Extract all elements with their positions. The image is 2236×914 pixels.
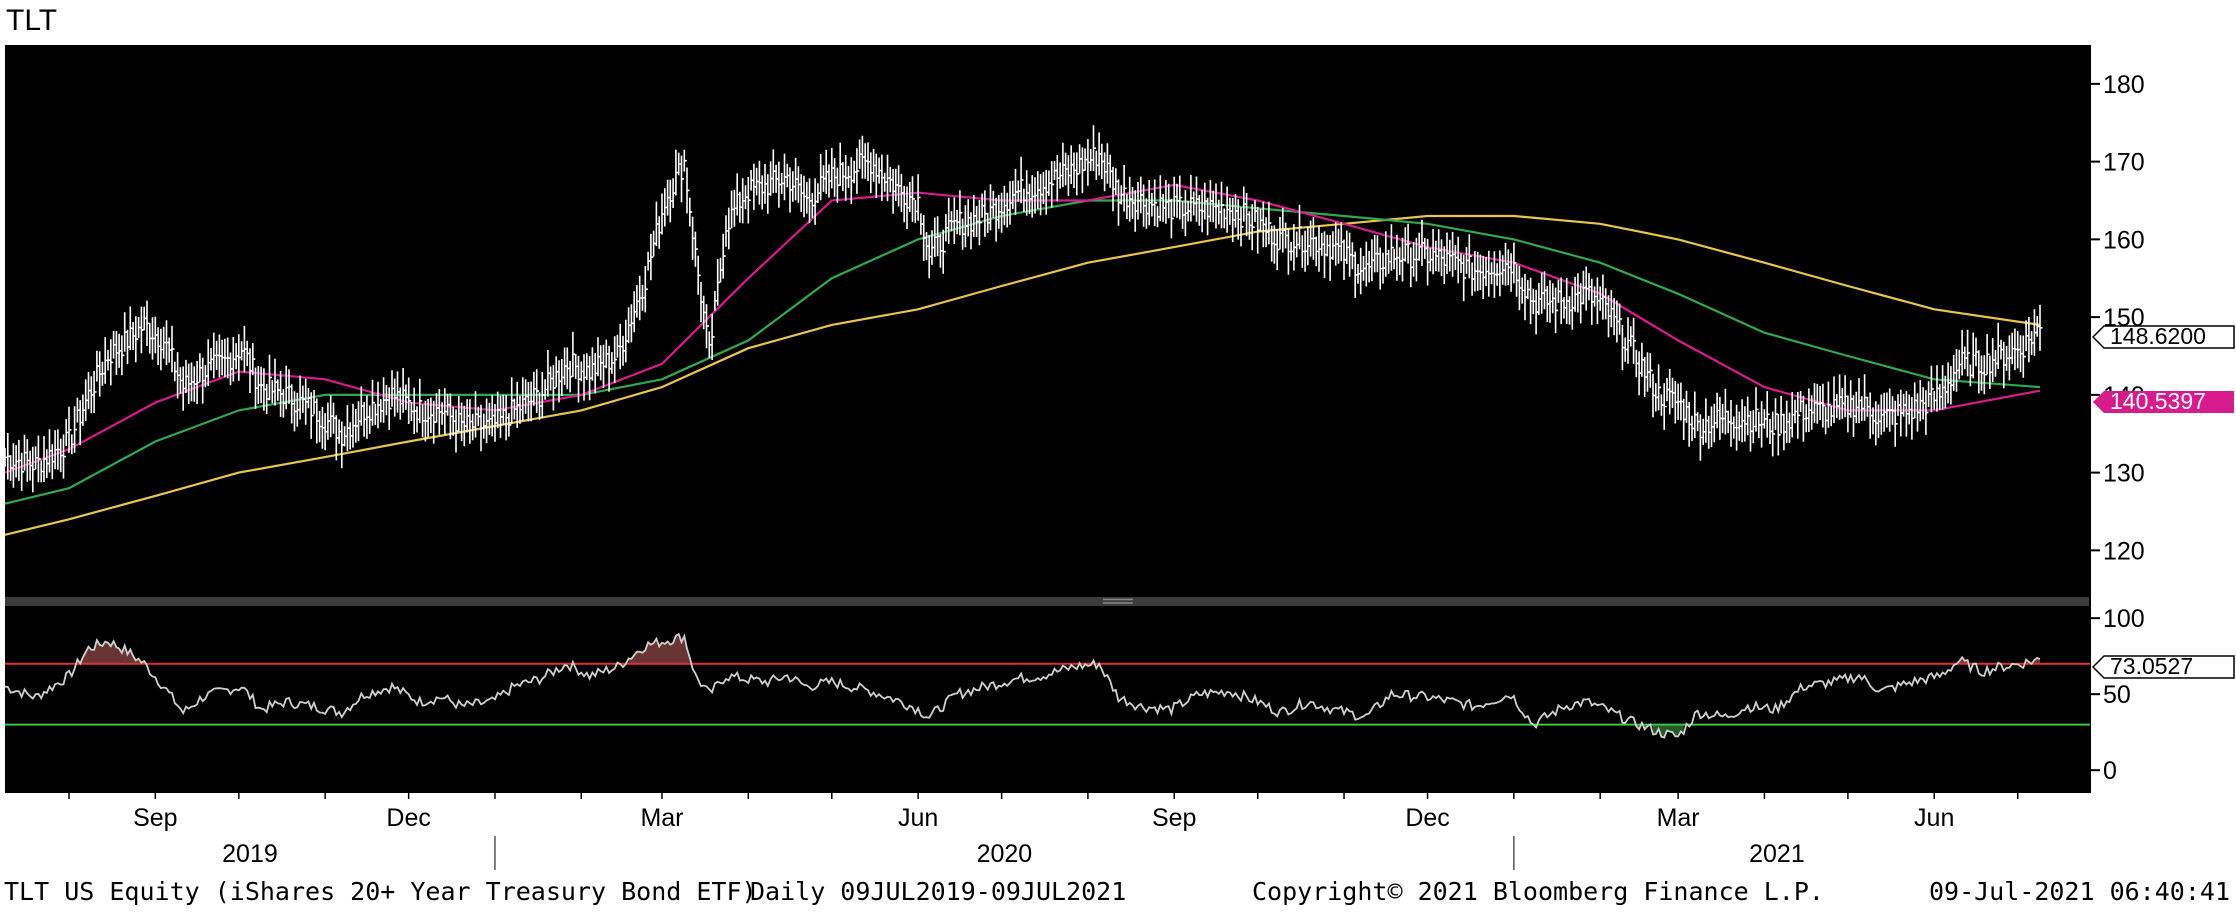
rsi-axis-tick-label: 0 [2103, 757, 2117, 785]
rsi-line [4, 632, 2041, 739]
footer-copyright: Copyright© 2021 Bloomberg Finance L.P. [1252, 877, 1824, 906]
moving-average-line-ma-long [4, 214, 2041, 536]
price-axis-tick-label: 170 [2103, 149, 2145, 177]
price-axis: 120130140150160170180 [2090, 71, 2145, 565]
rsi-panel [4, 632, 2090, 739]
month-tick-label: Sep [1152, 804, 1196, 832]
price-panel [4, 125, 2043, 536]
ma-label-box [2093, 391, 2234, 413]
footer-security: TLT US Equity (iShares 20+ Year Treasury… [4, 877, 757, 906]
month-tick-label: Mar [1657, 804, 1700, 832]
month-tick-label: Dec [386, 804, 430, 832]
price-bars [4, 125, 2043, 493]
price-axis-tick-label: 130 [2103, 460, 2145, 488]
year-label: 2021 [1749, 840, 1805, 868]
rsi-axis-tick-label: 50 [2103, 681, 2131, 709]
time-axis: Sep Dec Mar Jun Sep Dec Mar Jun 2019 2020 2021 [68, 793, 2019, 870]
page-title: TLT [6, 4, 58, 37]
month-tick-label: Mar [640, 804, 683, 832]
last-price-label: 148.6200 [2110, 323, 2206, 349]
month-tick-label: Jun [898, 804, 938, 832]
rsi-band-shade [77, 640, 145, 664]
price-axis-tick-label: 120 [2103, 537, 2145, 565]
price-axis-tick-label: 180 [2103, 71, 2145, 99]
rsi-axis-tick-label: 100 [2103, 605, 2145, 633]
year-label: 2020 [977, 840, 1033, 868]
chart-background [5, 45, 2090, 793]
month-tick-label: Dec [1405, 804, 1449, 832]
footer-timestamp: 09-Jul-2021 06:40:41 [1929, 877, 2230, 906]
ma-value-label: 140.5397 [2110, 388, 2206, 414]
rsi-value-label: 73.0527 [2110, 653, 2193, 679]
panel-divider[interactable] [5, 597, 2090, 606]
rsi-axis: 0 50 100 [2090, 605, 2145, 785]
year-label: 2019 [222, 840, 278, 868]
month-tick-label: Jun [1914, 804, 1954, 832]
last-price-label-box [2091, 325, 2235, 349]
price-axis-tick-label: 160 [2103, 226, 2145, 254]
month-tick-label: Sep [133, 804, 177, 832]
rsi-label-box [2091, 655, 2235, 679]
footer-range: Daily 09JUL2019-09JUL2021 [750, 877, 1126, 906]
